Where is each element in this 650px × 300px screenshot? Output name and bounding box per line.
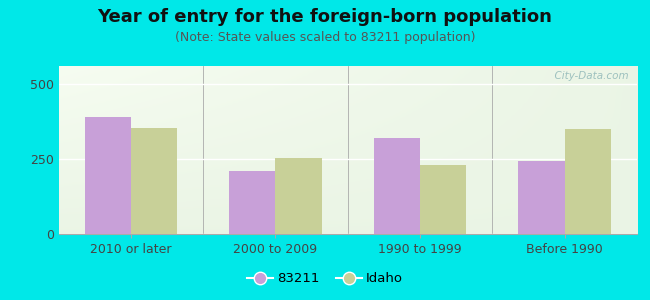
Legend: 83211, Idaho: 83211, Idaho <box>242 267 408 290</box>
Bar <box>374 138 420 234</box>
Bar <box>84 117 131 234</box>
Text: (Note: State values scaled to 83211 population): (Note: State values scaled to 83211 popu… <box>175 32 475 44</box>
Text: Year of entry for the foreign-born population: Year of entry for the foreign-born popul… <box>98 8 552 26</box>
Bar <box>131 128 177 234</box>
Bar <box>519 160 565 234</box>
Bar <box>420 165 466 234</box>
Bar <box>276 158 322 234</box>
Text: City-Data.com: City-Data.com <box>548 71 629 81</box>
Bar <box>229 171 276 234</box>
Bar <box>565 129 611 234</box>
